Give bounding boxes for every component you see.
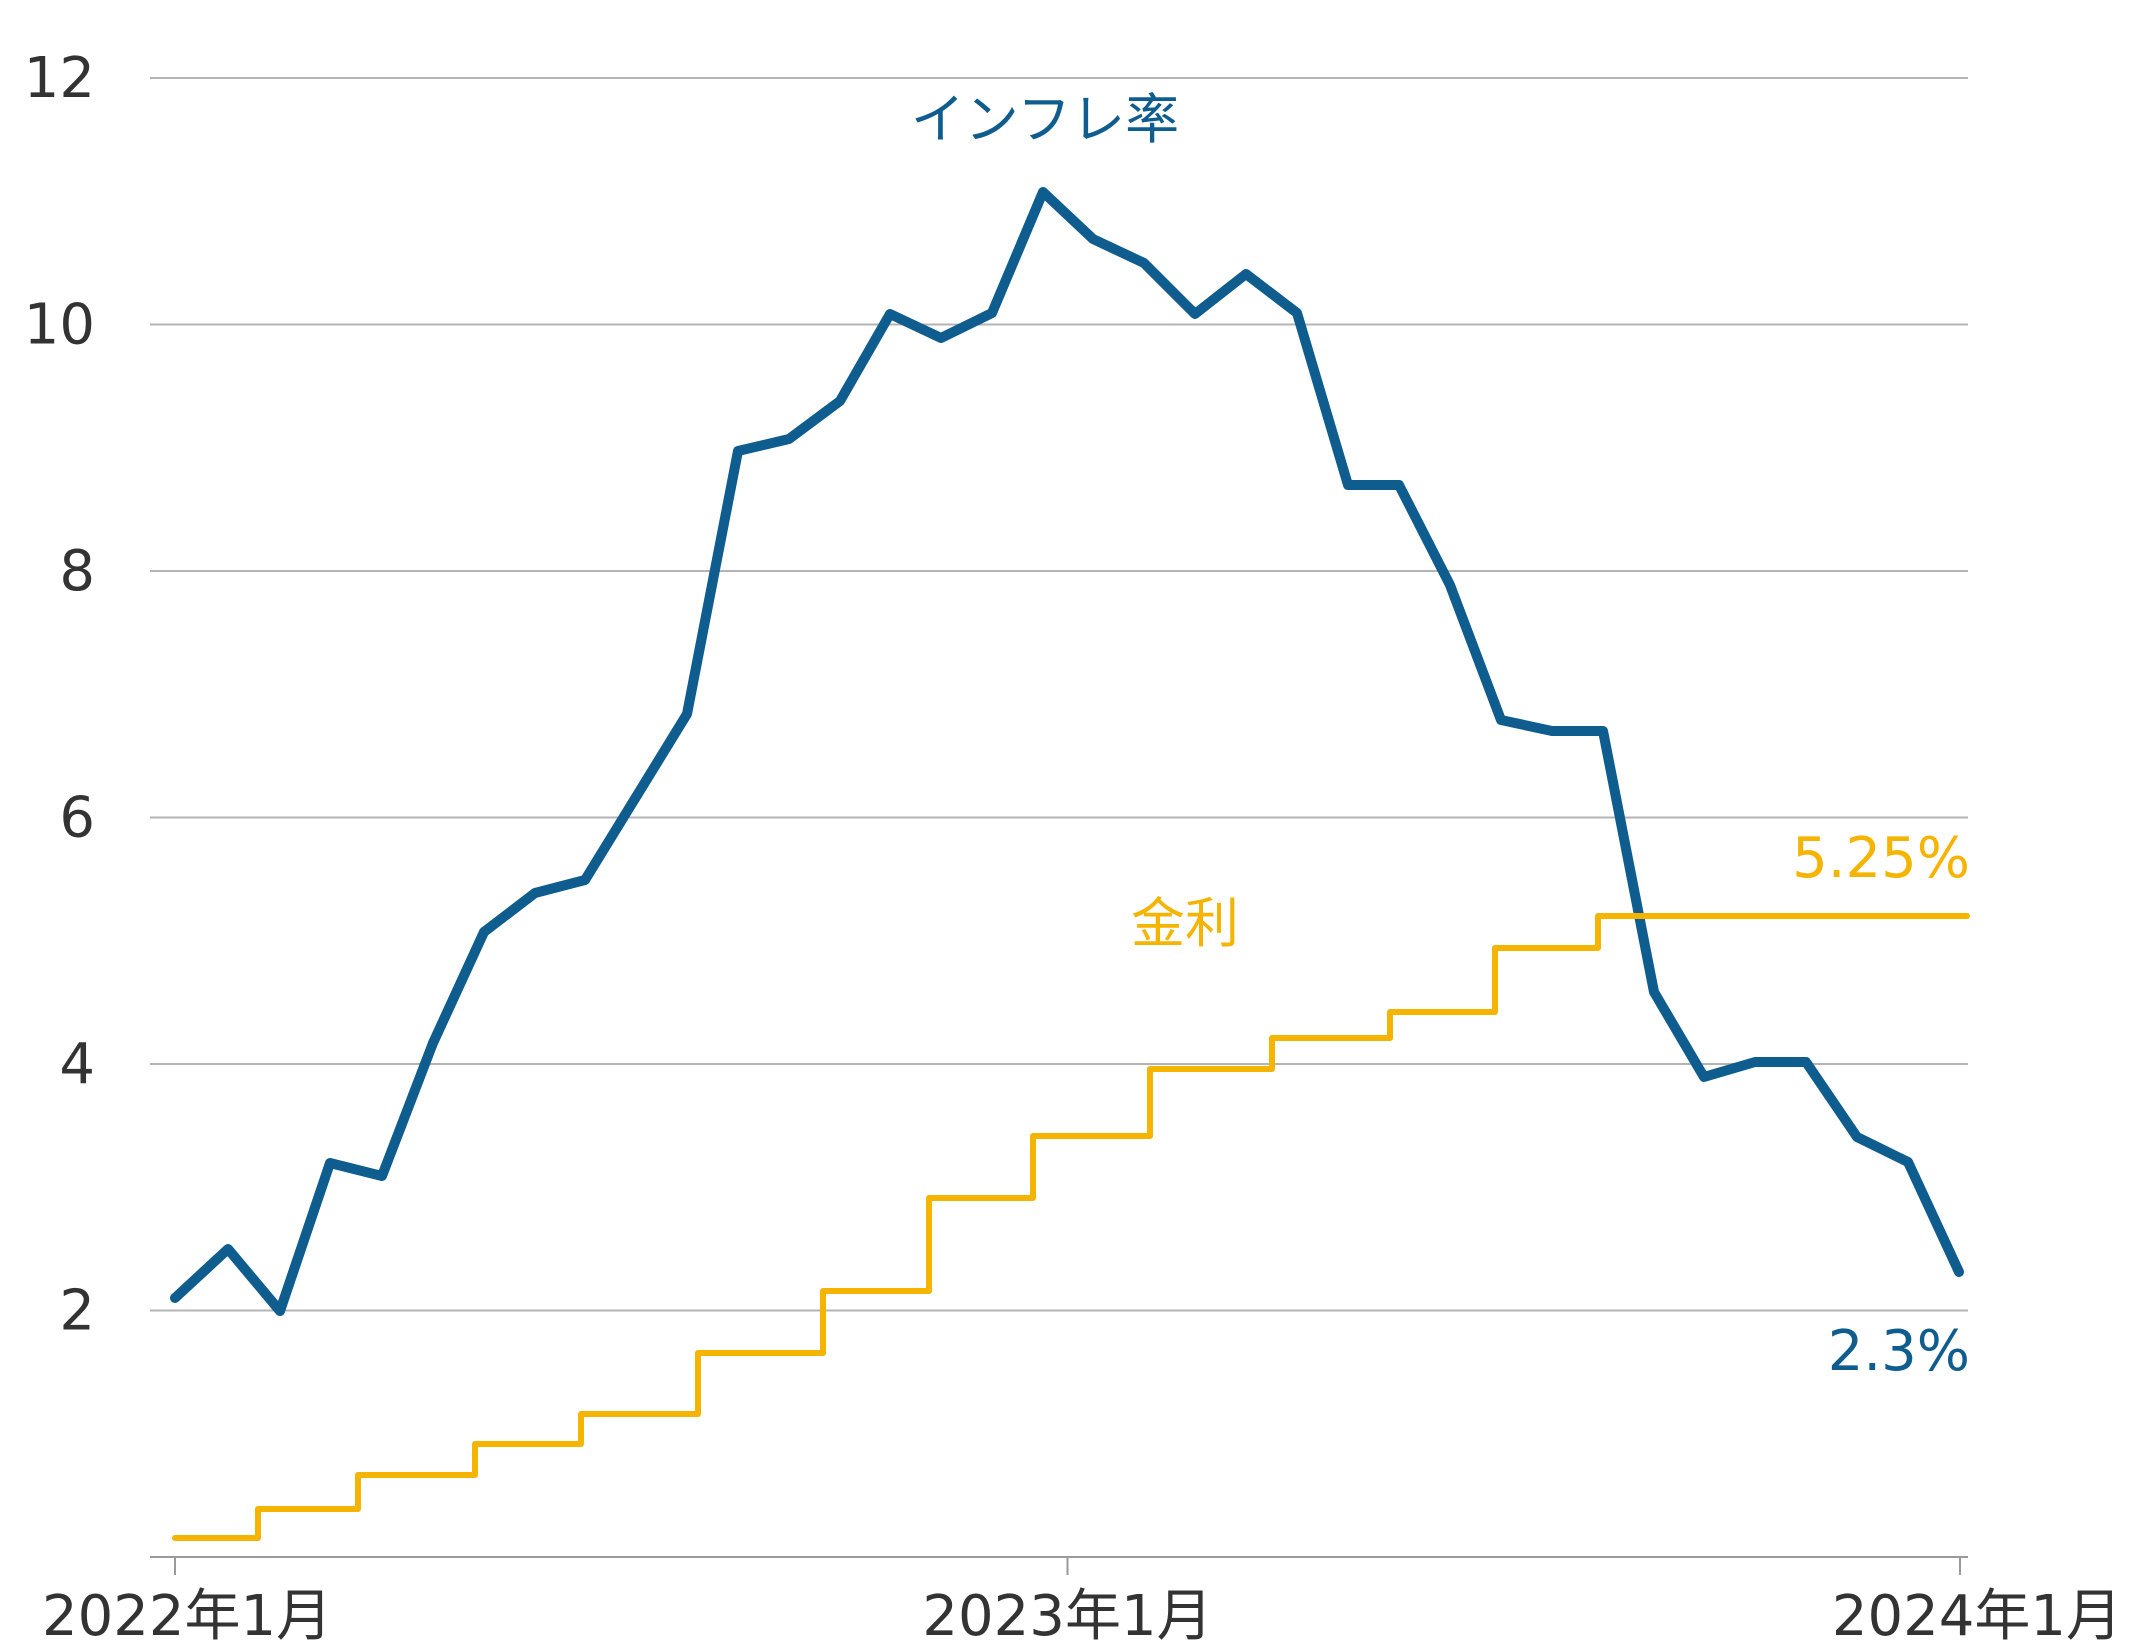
- gridlines: 2 4 6 8 10 12: [24, 46, 1968, 1344]
- x-axis: 2022年1月 2023年1月 2024年1月: [42, 1556, 2122, 1649]
- x-tick-label-0: 2022年1月: [42, 1584, 332, 1649]
- y-tick-label-12: 12: [24, 46, 95, 111]
- y-tick-label-2: 2: [59, 1279, 95, 1344]
- interest-rate-line: [172, 913, 1970, 1541]
- end-label-inflation: 2.3%: [1828, 1319, 1970, 1384]
- x-tick-label-1: 2023年1月: [922, 1584, 1212, 1649]
- y-tick-label-4: 4: [59, 1032, 95, 1097]
- y-tick-label-10: 10: [24, 293, 95, 358]
- series-label-inflation: インフレ率: [911, 88, 1179, 151]
- series-label-interest: 金利: [1131, 892, 1239, 955]
- series-lines: [170, 187, 1970, 1541]
- inflation-line: [170, 187, 1964, 1316]
- x-tick-label-2: 2024年1月: [1832, 1584, 2122, 1649]
- end-label-interest: 5.25%: [1792, 826, 1970, 891]
- y-tick-label-6: 6: [59, 786, 95, 851]
- y-tick-label-8: 8: [59, 539, 95, 604]
